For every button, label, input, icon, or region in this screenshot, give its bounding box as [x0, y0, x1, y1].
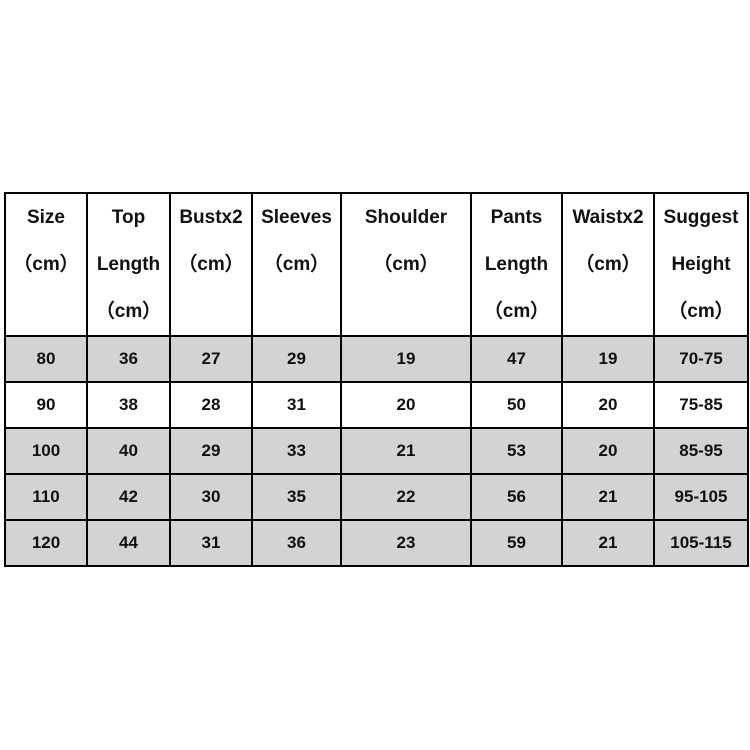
table-cell: 36 [86, 335, 171, 383]
table-cell: 33 [251, 427, 342, 475]
table-cell: 100 [4, 427, 88, 475]
table-cell: 42 [86, 473, 171, 521]
header-cell: Top Length （cm） [86, 192, 171, 337]
header-cell: Pants Length （cm） [470, 192, 563, 337]
header-cell: Bustx2 （cm） [169, 192, 253, 337]
header-text: Shoulder [364, 207, 448, 228]
header-text: Sleeves [261, 207, 332, 228]
header-text: （cm） [483, 301, 550, 322]
table-cell: 31 [251, 381, 342, 429]
header-text: Top [111, 207, 146, 228]
table-cell: 105-115 [653, 519, 749, 567]
table-row: 90 38 28 31 20 50 20 75-85 [4, 381, 749, 429]
table-cell: 28 [169, 381, 253, 429]
header-text: （cm） [95, 301, 162, 322]
header-text: （cm） [263, 254, 330, 275]
table-cell: 70-75 [653, 335, 749, 383]
table-row: 80 36 27 29 19 47 19 70-75 [4, 335, 749, 383]
table-cell: 36 [251, 519, 342, 567]
header-text: Pants [490, 207, 543, 228]
header-cell: Sleeves （cm） [251, 192, 342, 337]
header-cell: Waistx2 （cm） [561, 192, 655, 337]
header-row: Size （cm） Top Length （cm） Bustx2 （cm） Sleeves （c… [4, 192, 749, 337]
table-cell: 59 [470, 519, 563, 567]
table-cell: 40 [86, 427, 171, 475]
table-cell: 29 [251, 335, 342, 383]
header-text: Height [671, 254, 731, 275]
table-cell: 75-85 [653, 381, 749, 429]
header-cell: Suggest Height （cm） [653, 192, 749, 337]
table-cell: 50 [470, 381, 563, 429]
size-table: Size （cm） Top Length （cm） Bustx2 （cm） Sleeves （c… [4, 192, 749, 567]
header-text: Suggest [663, 207, 739, 228]
table-cell: 120 [4, 519, 88, 567]
table-cell: 21 [561, 473, 655, 521]
table-cell: 19 [561, 335, 655, 383]
table-cell: 110 [4, 473, 88, 521]
table-body: 80 36 27 29 19 47 19 70-75 90 38 28 31 20 50 20 75-85 10… [4, 335, 749, 567]
table-cell: 27 [169, 335, 253, 383]
table-cell: 85-95 [653, 427, 749, 475]
header-text: Length [484, 254, 549, 275]
header-text: （cm） [373, 254, 439, 275]
table-cell: 95-105 [653, 473, 749, 521]
table-cell: 29 [169, 427, 253, 475]
table-cell: 56 [470, 473, 563, 521]
header-text: Bustx2 [179, 207, 243, 228]
table-cell: 44 [86, 519, 171, 567]
table-row: 110 42 30 35 22 56 21 95-105 [4, 473, 749, 521]
table-cell: 35 [251, 473, 342, 521]
header-text: Length [96, 254, 161, 275]
header-cell: Shoulder （cm） [340, 192, 472, 337]
header-text: Size [26, 207, 66, 228]
table-cell: 21 [340, 427, 472, 475]
table-cell: 90 [4, 381, 88, 429]
header-text: （cm） [575, 254, 641, 275]
table-cell: 80 [4, 335, 88, 383]
header-cell: Size （cm） [4, 192, 88, 337]
header-text: （cm） [178, 254, 244, 275]
table-cell: 53 [470, 427, 563, 475]
table-cell: 31 [169, 519, 253, 567]
table-cell: 20 [561, 427, 655, 475]
table-row: 120 44 31 36 23 59 21 105-115 [4, 519, 749, 567]
table-cell: 20 [561, 381, 655, 429]
header-text: （cm） [13, 254, 79, 275]
header-text: （cm） [668, 301, 734, 322]
table-cell: 21 [561, 519, 655, 567]
table-row: 100 40 29 33 21 53 20 85-95 [4, 427, 749, 475]
table-cell: 19 [340, 335, 472, 383]
table-cell: 22 [340, 473, 472, 521]
table-cell: 47 [470, 335, 563, 383]
table-cell: 38 [86, 381, 171, 429]
table-header: Size （cm） Top Length （cm） Bustx2 （cm） Sleeves （c… [4, 192, 749, 337]
table-cell: 23 [340, 519, 472, 567]
table-cell: 20 [340, 381, 472, 429]
header-text: Waistx2 [572, 207, 644, 228]
table-cell: 30 [169, 473, 253, 521]
